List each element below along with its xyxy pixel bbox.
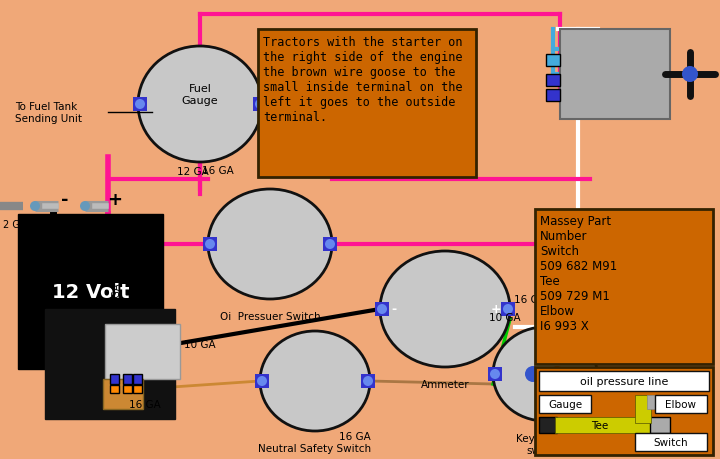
Text: -: - xyxy=(61,190,68,208)
Text: 12 GA: 12 GA xyxy=(331,167,363,177)
FancyBboxPatch shape xyxy=(546,55,560,67)
Circle shape xyxy=(377,304,387,314)
Text: Oi  Pressuer Switch: Oi Pressuer Switch xyxy=(220,311,320,321)
FancyBboxPatch shape xyxy=(110,374,119,384)
FancyBboxPatch shape xyxy=(560,30,670,120)
FancyBboxPatch shape xyxy=(253,98,267,112)
FancyBboxPatch shape xyxy=(635,433,707,451)
Text: 2 GA: 2 GA xyxy=(112,283,122,306)
FancyBboxPatch shape xyxy=(588,367,602,381)
FancyBboxPatch shape xyxy=(123,374,132,384)
FancyBboxPatch shape xyxy=(535,210,713,364)
Text: 12 GA: 12 GA xyxy=(177,167,209,177)
FancyBboxPatch shape xyxy=(18,214,163,369)
Circle shape xyxy=(80,202,90,212)
Ellipse shape xyxy=(380,252,510,367)
Circle shape xyxy=(205,240,215,249)
Ellipse shape xyxy=(208,190,332,299)
Text: Tee: Tee xyxy=(591,420,608,430)
Circle shape xyxy=(30,202,40,212)
FancyBboxPatch shape xyxy=(650,417,670,433)
Text: 12 Volt: 12 Volt xyxy=(52,282,130,302)
FancyBboxPatch shape xyxy=(501,302,515,316)
FancyBboxPatch shape xyxy=(323,237,337,252)
FancyBboxPatch shape xyxy=(555,417,650,433)
Ellipse shape xyxy=(260,331,370,431)
Text: Switch: Switch xyxy=(654,437,688,447)
Ellipse shape xyxy=(138,47,262,162)
FancyBboxPatch shape xyxy=(539,395,591,413)
FancyBboxPatch shape xyxy=(539,371,709,391)
Text: +: + xyxy=(107,190,122,208)
FancyBboxPatch shape xyxy=(647,395,697,409)
Text: 10 GA: 10 GA xyxy=(184,339,216,349)
Circle shape xyxy=(490,369,500,379)
Text: Elbow: Elbow xyxy=(665,399,696,409)
Text: 16 GA: 16 GA xyxy=(202,166,234,176)
FancyBboxPatch shape xyxy=(539,417,557,433)
FancyBboxPatch shape xyxy=(546,75,560,87)
FancyBboxPatch shape xyxy=(105,325,180,379)
FancyBboxPatch shape xyxy=(123,385,132,393)
Text: 16 GA: 16 GA xyxy=(514,294,546,304)
FancyBboxPatch shape xyxy=(133,385,142,393)
Circle shape xyxy=(363,376,373,386)
FancyBboxPatch shape xyxy=(635,395,651,423)
Text: 16 GA: 16 GA xyxy=(129,399,161,409)
Text: Neutral Safety Switch: Neutral Safety Switch xyxy=(258,443,372,453)
Circle shape xyxy=(257,376,267,386)
Text: Tractors with the starter on
the right side of the engine
the brown wire goose t: Tractors with the starter on the right s… xyxy=(263,36,462,124)
Circle shape xyxy=(135,100,145,110)
Text: +: + xyxy=(491,303,501,316)
Text: Massey Part
Number
Switch
509 682 M91
Tee
509 729 M1
Elbow
I6 993 X: Massey Part Number Switch 509 682 M91 Te… xyxy=(540,214,617,332)
Text: Fuel
Gauge: Fuel Gauge xyxy=(181,84,218,106)
Circle shape xyxy=(503,304,513,314)
Circle shape xyxy=(525,366,541,382)
FancyBboxPatch shape xyxy=(133,98,147,112)
Text: Key Starter
swiitch: Key Starter swiitch xyxy=(516,433,574,454)
Ellipse shape xyxy=(493,327,597,421)
FancyBboxPatch shape xyxy=(258,30,476,178)
Text: Ammeter: Ammeter xyxy=(420,379,469,389)
FancyBboxPatch shape xyxy=(375,302,389,316)
FancyBboxPatch shape xyxy=(45,309,175,419)
Circle shape xyxy=(682,67,698,83)
FancyBboxPatch shape xyxy=(361,374,375,388)
FancyBboxPatch shape xyxy=(103,379,143,409)
FancyBboxPatch shape xyxy=(203,237,217,252)
FancyBboxPatch shape xyxy=(655,395,707,413)
FancyBboxPatch shape xyxy=(255,374,269,388)
Text: -: - xyxy=(392,303,397,316)
Text: 16 GA: 16 GA xyxy=(339,431,371,441)
Circle shape xyxy=(549,366,565,382)
FancyBboxPatch shape xyxy=(546,90,560,102)
FancyBboxPatch shape xyxy=(535,367,713,455)
Text: To Fuel Tank
Sending Unit: To Fuel Tank Sending Unit xyxy=(15,102,82,123)
FancyBboxPatch shape xyxy=(488,367,502,381)
Text: Gauge: Gauge xyxy=(548,399,582,409)
FancyBboxPatch shape xyxy=(133,374,142,384)
Circle shape xyxy=(590,369,600,379)
Circle shape xyxy=(255,100,265,110)
FancyBboxPatch shape xyxy=(110,385,119,393)
Circle shape xyxy=(325,240,335,249)
Text: 10 GA: 10 GA xyxy=(489,312,521,322)
Text: 2 GA: 2 GA xyxy=(3,219,27,230)
Text: oil pressure line: oil pressure line xyxy=(580,376,668,386)
